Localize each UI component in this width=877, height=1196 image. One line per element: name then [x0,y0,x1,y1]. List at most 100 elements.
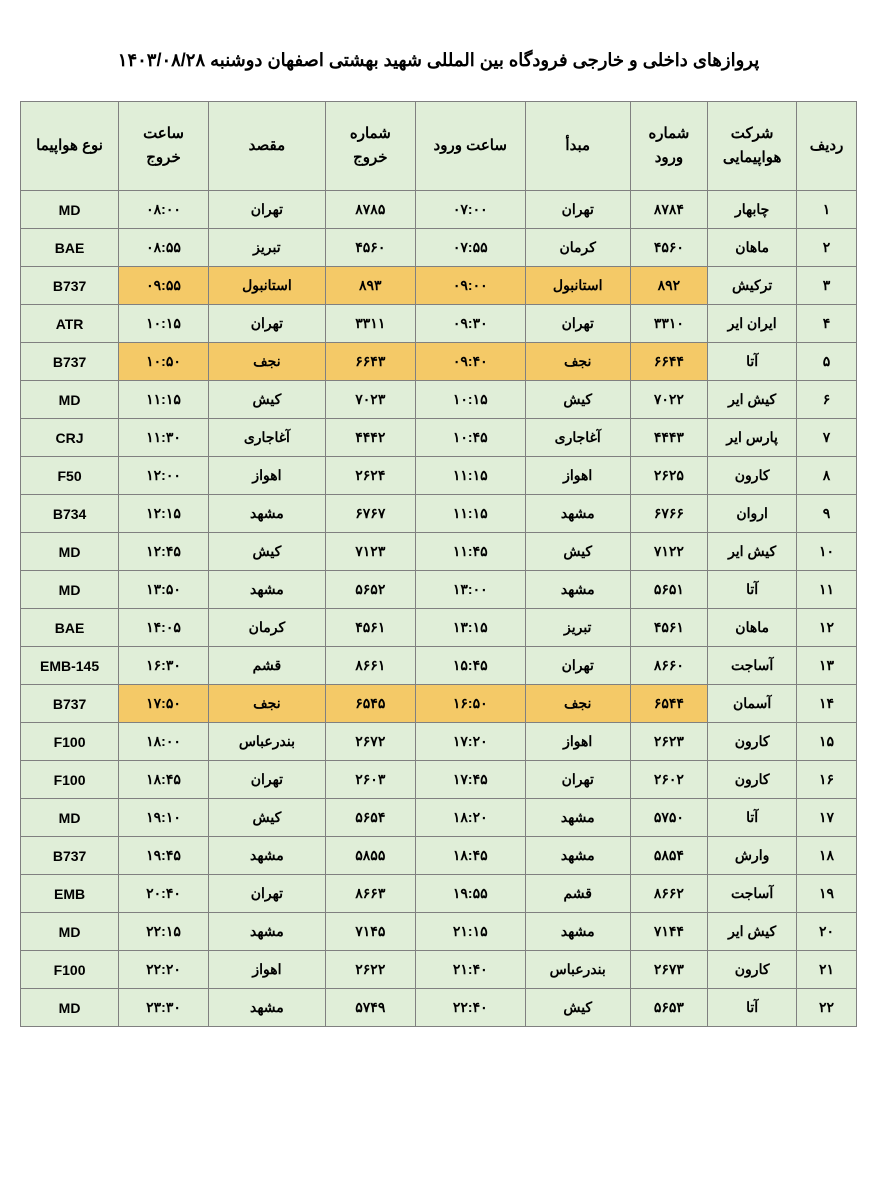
cell-row-no: ۱۴ [797,685,857,723]
cell-origin: مشهد [525,913,630,951]
cell-arrival-no: ۸۶۶۲ [630,875,708,913]
cell-arrival-time: ۱۶:۵۰ [415,685,525,723]
cell-arrival-no: ۶۷۶۶ [630,495,708,533]
table-row: ۱۸وارش۵۸۵۴مشهد۱۸:۴۵۵۸۵۵مشهد۱۹:۴۵B737 [21,837,857,875]
cell-departure-no: ۶۵۴۵ [325,685,415,723]
cell-arrival-no: ۳۳۱۰ [630,305,708,343]
cell-departure-time: ۰۹:۵۵ [119,267,209,305]
table-row: ۲۱کارون۲۶۷۳بندرعباس۲۱:۴۰۲۶۲۲اهواز۲۲:۲۰F1… [21,951,857,989]
table-row: ۳ترکیش۸۹۲استانبول۰۹:۰۰۸۹۳استانبول۰۹:۵۵B7… [21,267,857,305]
cell-origin: تهران [525,305,630,343]
cell-airline: کیش ایر [708,381,797,419]
cell-destination: مشهد [208,571,325,609]
cell-departure-no: ۴۵۶۰ [325,229,415,267]
cell-arrival-time: ۰۷:۵۵ [415,229,525,267]
cell-airline: کیش ایر [708,913,797,951]
cell-aircraft: EMB-145 [21,647,119,685]
cell-airline: آساجت [708,647,797,685]
cell-origin: اهواز [525,457,630,495]
cell-departure-no: ۷۰۲۳ [325,381,415,419]
cell-origin: تهران [525,761,630,799]
cell-departure-time: ۱۶:۳۰ [119,647,209,685]
cell-destination: مشهد [208,837,325,875]
cell-row-no: ۱ [797,191,857,229]
cell-airline: پارس ایر [708,419,797,457]
cell-arrival-no: ۶۵۴۴ [630,685,708,723]
cell-arrival-time: ۱۹:۵۵ [415,875,525,913]
table-row: ۱۵کارون۲۶۲۳اهواز۱۷:۲۰۲۶۷۲بندرعباس۱۸:۰۰F1… [21,723,857,761]
cell-row-no: ۱۹ [797,875,857,913]
cell-departure-time: ۱۳:۵۰ [119,571,209,609]
cell-departure-time: ۱۹:۴۵ [119,837,209,875]
cell-departure-time: ۱۰:۵۰ [119,343,209,381]
cell-arrival-no: ۶۶۴۴ [630,343,708,381]
header-departure-time: ساعت خروج [119,102,209,191]
cell-airline: وارش [708,837,797,875]
cell-departure-no: ۴۵۶۱ [325,609,415,647]
cell-arrival-no: ۸۹۲ [630,267,708,305]
cell-origin: استانبول [525,267,630,305]
cell-destination: تهران [208,191,325,229]
cell-destination: نجف [208,685,325,723]
cell-destination: تهران [208,305,325,343]
cell-origin: تهران [525,647,630,685]
cell-destination: نجف [208,343,325,381]
cell-aircraft: CRJ [21,419,119,457]
cell-aircraft: BAE [21,609,119,647]
cell-arrival-time: ۰۹:۰۰ [415,267,525,305]
cell-arrival-no: ۲۶۲۳ [630,723,708,761]
cell-destination: کیش [208,381,325,419]
cell-row-no: ۹ [797,495,857,533]
cell-departure-time: ۲۳:۳۰ [119,989,209,1027]
cell-arrival-time: ۰۹:۳۰ [415,305,525,343]
cell-arrival-time: ۱۸:۲۰ [415,799,525,837]
header-airline: شرکت هواپیمایی [708,102,797,191]
cell-airline: کارون [708,761,797,799]
cell-origin: نجف [525,343,630,381]
cell-departure-no: ۲۶۰۳ [325,761,415,799]
cell-departure-time: ۰۸:۵۵ [119,229,209,267]
cell-row-no: ۲۰ [797,913,857,951]
cell-departure-time: ۱۷:۵۰ [119,685,209,723]
cell-aircraft: EMB [21,875,119,913]
cell-aircraft: MD [21,799,119,837]
cell-row-no: ۴ [797,305,857,343]
cell-departure-time: ۱۹:۱۰ [119,799,209,837]
cell-arrival-no: ۸۶۶۰ [630,647,708,685]
table-row: ۷پارس ایر۴۴۴۳آغاجاری۱۰:۴۵۴۴۴۲آغاجاری۱۱:۳… [21,419,857,457]
cell-aircraft: B737 [21,685,119,723]
table-row: ۱۲ماهان۴۵۶۱تبریز۱۳:۱۵۴۵۶۱کرمان۱۴:۰۵BAE [21,609,857,647]
cell-departure-no: ۴۴۴۲ [325,419,415,457]
cell-arrival-time: ۱۷:۴۵ [415,761,525,799]
cell-departure-time: ۱۱:۱۵ [119,381,209,419]
cell-departure-no: ۸۶۶۱ [325,647,415,685]
cell-origin: آغاجاری [525,419,630,457]
cell-arrival-time: ۱۰:۱۵ [415,381,525,419]
cell-row-no: ۳ [797,267,857,305]
cell-origin: مشهد [525,837,630,875]
cell-destination: کیش [208,533,325,571]
cell-departure-no: ۵۶۵۲ [325,571,415,609]
cell-arrival-no: ۴۵۶۰ [630,229,708,267]
cell-origin: مشهد [525,571,630,609]
cell-arrival-no: ۴۵۶۱ [630,609,708,647]
cell-departure-no: ۲۶۲۴ [325,457,415,495]
cell-destination: مشهد [208,495,325,533]
table-row: ۲۲آتا۵۶۵۳کیش۲۲:۴۰۵۷۴۹مشهد۲۳:۳۰MD [21,989,857,1027]
table-row: ۵آتا۶۶۴۴نجف۰۹:۴۰۶۶۴۳نجف۱۰:۵۰B737 [21,343,857,381]
cell-departure-time: ۱۱:۳۰ [119,419,209,457]
table-row: ۱۴آسمان۶۵۴۴نجف۱۶:۵۰۶۵۴۵نجف۱۷:۵۰B737 [21,685,857,723]
cell-arrival-no: ۲۶۲۵ [630,457,708,495]
cell-aircraft: MD [21,191,119,229]
cell-departure-time: ۱۲:۴۵ [119,533,209,571]
cell-airline: ایران ایر [708,305,797,343]
cell-arrival-time: ۱۱:۴۵ [415,533,525,571]
cell-arrival-no: ۴۴۴۳ [630,419,708,457]
header-arrival-no: شماره ورود [630,102,708,191]
table-row: ۹اروان۶۷۶۶مشهد۱۱:۱۵۶۷۶۷مشهد۱۲:۱۵B734 [21,495,857,533]
cell-aircraft: MD [21,989,119,1027]
table-row: ۱۹آساجت۸۶۶۲قشم۱۹:۵۵۸۶۶۳تهران۲۰:۴۰EMB [21,875,857,913]
cell-origin: اهواز [525,723,630,761]
table-row: ۱۶کارون۲۶۰۲تهران۱۷:۴۵۲۶۰۳تهران۱۸:۴۵F100 [21,761,857,799]
table-row: ۴ایران ایر۳۳۱۰تهران۰۹:۳۰۳۳۱۱تهران۱۰:۱۵AT… [21,305,857,343]
